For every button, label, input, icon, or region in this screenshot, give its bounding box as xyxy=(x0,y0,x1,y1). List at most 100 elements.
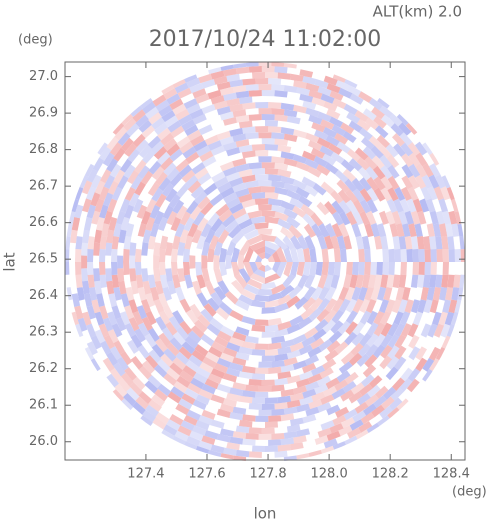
echo-cell xyxy=(364,354,378,368)
echo-cell xyxy=(296,378,311,388)
echo-cell xyxy=(302,213,316,227)
echo-cell xyxy=(394,334,407,349)
echo-cell xyxy=(398,235,407,250)
echo-cell xyxy=(229,362,244,372)
echo-cell xyxy=(251,373,265,380)
echo-cell xyxy=(88,287,98,301)
echo-cell xyxy=(125,223,135,237)
echo-cell xyxy=(91,299,101,314)
echo-cell xyxy=(184,274,194,289)
echo-cell xyxy=(382,248,389,262)
echo-cell xyxy=(257,264,265,272)
echo-cell xyxy=(303,262,311,277)
echo-cell xyxy=(195,262,203,276)
echo-cell xyxy=(238,346,253,355)
echo-cell xyxy=(127,148,141,163)
echo-cell xyxy=(249,273,265,284)
echo-cell xyxy=(229,79,244,88)
echo-cell xyxy=(277,218,292,230)
echo-cell xyxy=(223,116,237,126)
echo-cell xyxy=(172,357,187,371)
echo-cell xyxy=(222,373,237,383)
echo-cell xyxy=(213,100,228,110)
echo-cell xyxy=(317,235,328,250)
echo-cell xyxy=(410,299,421,314)
echo-cell xyxy=(196,367,211,379)
echo-cell xyxy=(338,223,349,238)
echo-cell xyxy=(314,79,329,89)
echo-cell xyxy=(132,133,146,148)
echo-cell xyxy=(99,146,112,161)
echo-cell xyxy=(238,254,244,270)
echo-cell xyxy=(213,223,227,238)
echo-cell xyxy=(428,174,440,189)
echo-cell xyxy=(401,175,413,190)
x-tick-label: 128.0 xyxy=(311,467,348,482)
echo-cell xyxy=(154,122,168,136)
echo-cell xyxy=(351,332,365,347)
echo-cell xyxy=(346,262,353,276)
echo-cell xyxy=(352,210,364,226)
echo-cell xyxy=(145,216,156,231)
echo-cell xyxy=(65,287,73,301)
echo-cell xyxy=(207,373,222,384)
echo-cell xyxy=(182,146,197,159)
echo-cell xyxy=(330,274,340,289)
echo-cell xyxy=(433,323,444,338)
echo-cell xyxy=(245,433,259,440)
echo-cell xyxy=(124,186,136,201)
echo-cell xyxy=(376,134,390,148)
echo-cell xyxy=(201,255,208,269)
echo-cell xyxy=(238,240,251,256)
echo-cell xyxy=(100,169,112,184)
echo-cell xyxy=(217,181,232,194)
echo-cell xyxy=(393,356,407,371)
echo-cell xyxy=(248,90,262,97)
echo-cell xyxy=(200,223,212,238)
echo-cell xyxy=(184,124,199,136)
echo-cell xyxy=(292,360,308,370)
echo-cell xyxy=(324,349,339,362)
echo-cell xyxy=(366,333,379,348)
echo-cell xyxy=(296,87,310,96)
echo-cell xyxy=(242,126,256,134)
echo-cell xyxy=(242,102,256,110)
echo-cell xyxy=(232,331,247,342)
echo-cell xyxy=(235,213,250,225)
echo-cell xyxy=(438,311,448,326)
echo-cell xyxy=(185,360,200,373)
echo-cell xyxy=(322,126,338,138)
echo-cell xyxy=(324,235,334,250)
echo-cell xyxy=(442,210,451,225)
echo-cell xyxy=(304,158,320,170)
echo-cell xyxy=(345,188,358,203)
echo-cell xyxy=(166,143,180,157)
echo-cell xyxy=(187,330,202,344)
echo-cell xyxy=(374,235,383,250)
echo-cell xyxy=(328,143,343,155)
echo-cell xyxy=(271,132,285,140)
echo-cell xyxy=(205,351,220,364)
echo-cell xyxy=(293,80,307,89)
x-tick-label: 127.4 xyxy=(127,467,164,482)
echo-cell xyxy=(286,115,301,125)
echo-cell xyxy=(258,62,272,67)
echo-cell xyxy=(199,150,214,162)
echo-cell xyxy=(239,420,253,428)
echo-cell xyxy=(334,169,349,183)
y-tick-label: 26.1 xyxy=(29,398,58,413)
echo-cell xyxy=(430,249,437,262)
echo-cell xyxy=(268,366,282,374)
echo-cell xyxy=(379,355,393,370)
echo-cell xyxy=(400,367,414,382)
echo-cell xyxy=(190,325,205,339)
echo-cell xyxy=(401,153,414,168)
echo-cell xyxy=(102,317,114,332)
echo-cell xyxy=(210,368,225,379)
echo-cell xyxy=(271,283,287,296)
echo-cell xyxy=(429,346,441,361)
echo-cell xyxy=(261,355,275,362)
echo-cell xyxy=(128,192,140,207)
echo-cell xyxy=(429,151,441,166)
echo-cell xyxy=(176,136,191,149)
